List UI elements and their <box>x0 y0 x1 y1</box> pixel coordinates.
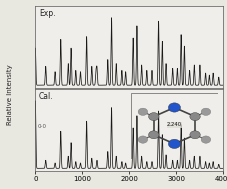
Text: 0-0: 0-0 <box>37 124 46 129</box>
Circle shape <box>138 136 147 143</box>
Text: Cal.: Cal. <box>39 92 54 101</box>
Circle shape <box>168 103 180 112</box>
Text: Exp.: Exp. <box>39 9 55 18</box>
Circle shape <box>138 108 147 115</box>
Bar <box>131 93 217 159</box>
Circle shape <box>148 131 158 139</box>
Text: 2.240: 2.240 <box>166 122 181 127</box>
Circle shape <box>189 131 199 139</box>
Text: Relative Intensity: Relative Intensity <box>7 64 13 125</box>
Circle shape <box>200 136 210 143</box>
Circle shape <box>168 139 180 149</box>
Circle shape <box>148 113 158 121</box>
Circle shape <box>200 108 210 115</box>
Circle shape <box>189 113 199 121</box>
